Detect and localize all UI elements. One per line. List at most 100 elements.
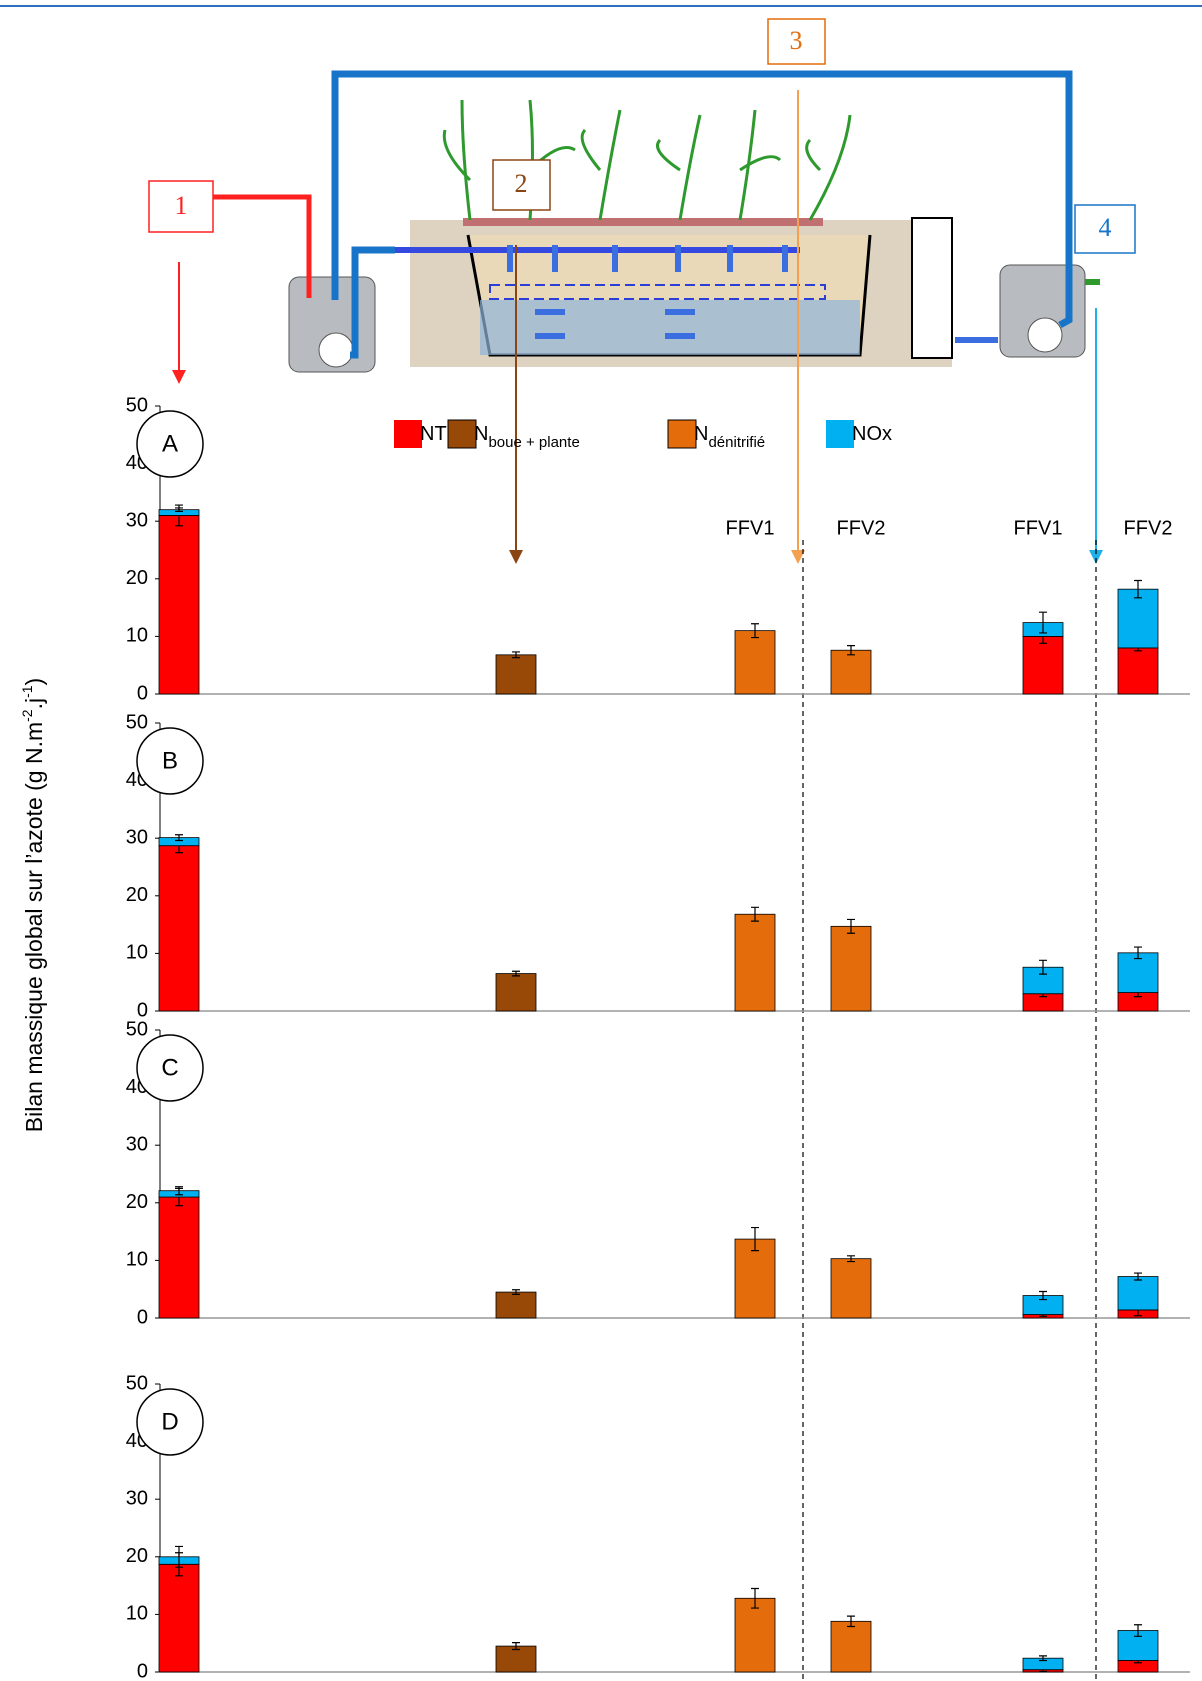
inlet-arrow: [213, 194, 312, 298]
bar: [830, 1258, 872, 1319]
arrowhead: [1089, 550, 1103, 564]
y-axis-label-sup: -2: [19, 709, 35, 722]
error-bar: [1039, 1290, 1047, 1301]
error-bar: [847, 1255, 855, 1263]
y-tick-label: 30: [126, 1133, 148, 1155]
label: 1: [175, 191, 188, 220]
y-tick-label: 10: [126, 942, 148, 964]
y-tick-label: 50: [126, 1372, 148, 1394]
category-label: FFV2: [1124, 517, 1173, 539]
error-bar: [512, 651, 520, 659]
legend-label: NOx: [852, 423, 892, 445]
bar: [734, 1238, 776, 1319]
error-bar: [512, 1642, 520, 1651]
bar: [734, 630, 776, 695]
error-bar: [751, 1587, 759, 1609]
error-bar: [847, 918, 855, 934]
y-tick-label: 0: [137, 999, 148, 1021]
pump: [318, 332, 354, 368]
y-tick-label: 20: [126, 884, 148, 906]
error-bar: [1134, 946, 1142, 960]
legend-swatch: [394, 420, 422, 448]
arrowhead: [791, 550, 805, 564]
label: 4: [1099, 213, 1112, 242]
legend-label: Ndénitrifié: [694, 423, 765, 451]
error-bar: [751, 906, 759, 922]
legend-swatch: [447, 419, 477, 449]
bar: [830, 649, 872, 695]
y-axis-label: Bilan massique global sur l’azote (g N.m…: [19, 678, 47, 1132]
y-axis-label-sup: -1: [19, 685, 35, 698]
label-box: [492, 159, 551, 211]
legend-sub: dénitrifié: [708, 434, 765, 451]
outlet-box: [911, 217, 953, 359]
outlet-tank: [999, 264, 1086, 358]
error-bar: [1134, 1624, 1142, 1637]
process-diagram: 1 2 3 4: [148, 18, 1136, 564]
category-label: FFV1: [726, 517, 775, 539]
panel-circle: [136, 1388, 204, 1456]
feed-line: [350, 246, 395, 359]
down-arrows: [507, 245, 788, 272]
legend-name: NOx: [852, 423, 892, 445]
y-tick-label: 20: [126, 1545, 148, 1567]
label: 3: [790, 26, 803, 55]
pump: [1027, 317, 1063, 353]
y-tick-label: 0: [137, 1306, 148, 1328]
y-tick-label: 50: [126, 711, 148, 733]
label-box: [1074, 204, 1136, 254]
legend-label: Nboue + plante: [474, 423, 580, 451]
y-tick-label: 30: [126, 509, 148, 531]
y-tick-label: 30: [126, 826, 148, 848]
y-tick-label: 0: [137, 1660, 148, 1681]
y-tick-label: 20: [126, 567, 148, 589]
bar: [1117, 588, 1159, 649]
y-tick-label: 10: [126, 625, 148, 647]
error-bar: [1134, 579, 1142, 599]
label-box: [767, 18, 826, 65]
plants: [442, 99, 852, 221]
error-bar: [175, 507, 183, 513]
y-tick-label: 10: [126, 1249, 148, 1271]
y-axis-label-text: ): [21, 678, 47, 686]
y-tick-label: 0: [137, 682, 148, 704]
error-bar: [512, 970, 520, 977]
error-bar: [751, 623, 759, 639]
legend-swatch: [826, 420, 854, 448]
bar: [734, 1597, 776, 1673]
bar: [158, 1196, 200, 1319]
error-bar: [1039, 959, 1047, 975]
bar: [1022, 636, 1064, 695]
panel-label: A: [162, 430, 178, 457]
error-bar: [847, 645, 855, 656]
y-tick-label: 20: [126, 1191, 148, 1213]
bar: [158, 515, 200, 695]
bar: [495, 654, 537, 695]
legend-swatch: [667, 419, 697, 449]
bar: [495, 973, 537, 1012]
error-bar: [847, 1615, 855, 1628]
label-box: [148, 180, 214, 233]
category-label: FFV2: [837, 517, 886, 539]
error-bar: [1039, 1655, 1047, 1662]
bar: [158, 845, 200, 1012]
panel-label: D: [161, 1408, 178, 1435]
panel-circle: [136, 727, 204, 795]
drain: [489, 284, 826, 300]
bar: [495, 1645, 537, 1673]
error-bar: [175, 834, 183, 842]
legend-name: N: [694, 423, 708, 445]
y-tick-label: 30: [126, 1487, 148, 1509]
error-bar: [512, 1289, 520, 1295]
error-bar: [1134, 1272, 1142, 1281]
bar: [1117, 647, 1159, 695]
bar: [734, 913, 776, 1012]
y-tick-label: 50: [126, 394, 148, 416]
panel-circle: [136, 1034, 204, 1102]
water: [480, 300, 860, 355]
error-bar: [751, 1226, 759, 1252]
bar: [495, 1291, 537, 1319]
y-axis-label-text: .j: [21, 698, 47, 710]
error-bar: [1039, 611, 1047, 634]
